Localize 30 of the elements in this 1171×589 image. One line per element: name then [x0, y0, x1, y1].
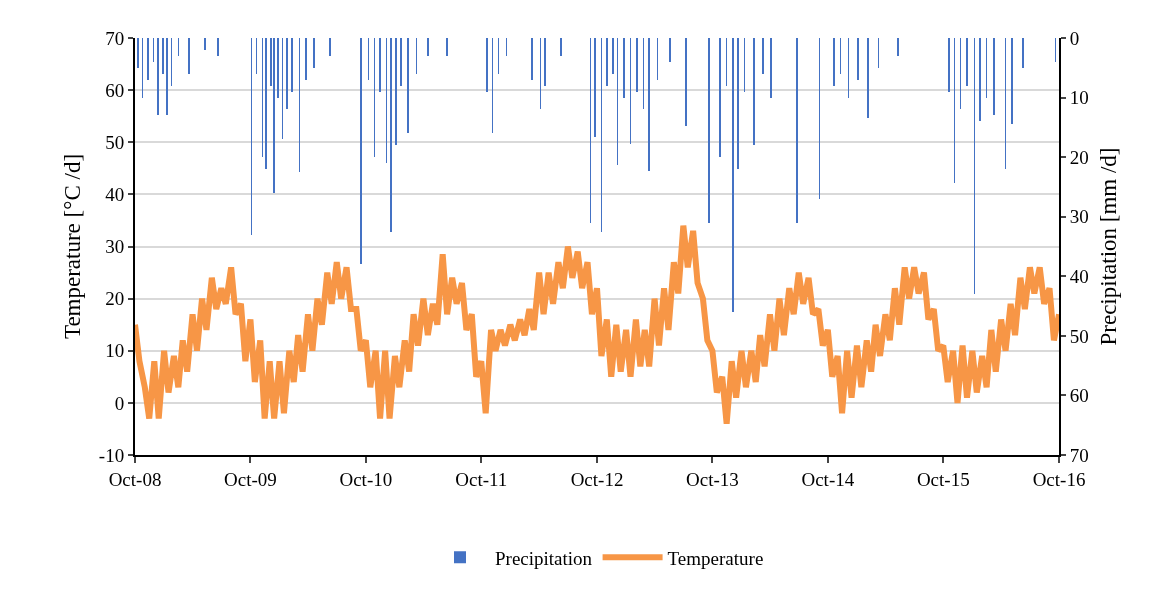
y-tick-label: 20 — [105, 288, 125, 310]
legend-label: Precipitation — [495, 547, 593, 569]
y2-tick-label: 70 — [1069, 444, 1089, 466]
x-tick-label: Oct-16 — [1032, 468, 1086, 490]
y2-axis-title: Precipitation [mm /d] — [1095, 147, 1121, 346]
y2-tick-label: 30 — [1069, 206, 1089, 228]
x-tick-label: Oct-12 — [570, 468, 624, 490]
x-tick-label: Oct-08 — [108, 468, 162, 490]
x-tick-label: Oct-09 — [224, 468, 277, 490]
y-tick-label: 10 — [105, 340, 125, 362]
y-tick-label: 0 — [114, 392, 125, 414]
y2-tick-label: 60 — [1069, 385, 1089, 407]
x-tick-label: Oct-15 — [916, 468, 970, 490]
y-axis-title: Temperature [°C /d] — [59, 153, 85, 340]
y-tick-label: 40 — [105, 184, 125, 206]
y2-tick-label: 0 — [1069, 27, 1080, 49]
y2-tick-label: 10 — [1069, 87, 1089, 109]
y-tick-label: 70 — [105, 27, 125, 49]
x-tick-label: Oct-13 — [686, 468, 739, 490]
legend-label: Temperature — [667, 547, 764, 569]
x-tick-label: Oct-11 — [455, 468, 508, 490]
y2-tick-label: 20 — [1069, 146, 1089, 168]
x-tick-label: Oct-14 — [801, 468, 855, 490]
x-tick-label: Oct-10 — [339, 468, 393, 490]
y2-tick-label: 50 — [1069, 325, 1089, 347]
y-tick-label: -10 — [98, 444, 125, 466]
y-tick-label: 60 — [105, 79, 125, 101]
y-tick-label: 50 — [105, 131, 125, 153]
y-tick-label: 30 — [105, 236, 125, 258]
y2-tick-label: 40 — [1069, 265, 1089, 287]
